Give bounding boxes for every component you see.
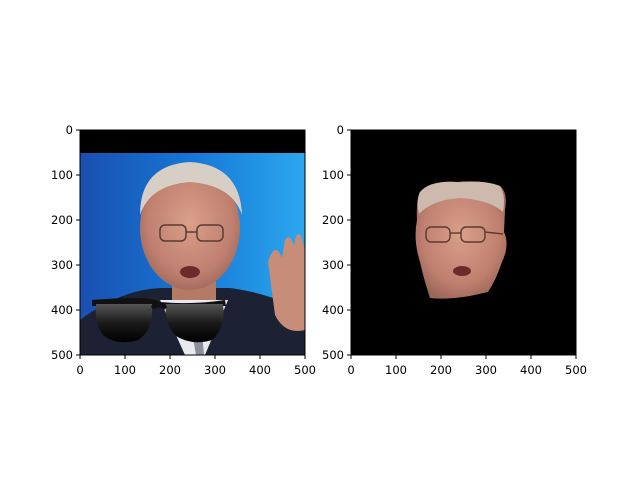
right-y-tick-label: 300 <box>322 258 344 272</box>
left-y-tick-label: 100 <box>51 168 73 182</box>
left-y-tick-label: 0 <box>66 123 73 137</box>
right-y-tick-label: 100 <box>322 168 344 182</box>
sunglasses-left-lens <box>95 304 153 343</box>
segmented-mouth <box>453 266 471 276</box>
left-y-tick-label: 500 <box>51 348 73 362</box>
left-y-tick-label: 200 <box>51 213 73 227</box>
left-x-tick-label: 100 <box>114 363 136 377</box>
right-x-tick-label: 400 <box>520 363 542 377</box>
sunglasses-overlay <box>92 297 226 343</box>
left-x-tick-label: 400 <box>249 363 271 377</box>
right-y-tick-label: 0 <box>337 123 344 137</box>
hair <box>140 162 242 215</box>
right-axes-frame <box>350 129 577 356</box>
segmented-eyeglasses <box>425 226 504 243</box>
left-image <box>80 130 305 355</box>
left-y-tick-label: 300 <box>51 258 73 272</box>
right-y-tick-label: 400 <box>322 303 344 317</box>
raised-hand <box>268 234 305 331</box>
right-x-tick-label: 300 <box>475 363 497 377</box>
left-x-tick-label: 500 <box>294 363 316 377</box>
segmented-face <box>415 181 507 299</box>
left-x-tick-label: 300 <box>204 363 226 377</box>
mouth <box>180 266 200 278</box>
right-y-tick-label: 500 <box>322 348 344 362</box>
sunglasses-frame <box>92 297 226 306</box>
left-x-tick-label: 200 <box>159 363 181 377</box>
right-x-tick-label: 100 <box>385 363 407 377</box>
eyeglasses <box>159 224 224 242</box>
right-x-tick-label: 0 <box>347 363 354 377</box>
left-x-tick-label: 0 <box>76 363 83 377</box>
right-image <box>351 130 576 355</box>
right-y-tick-label: 200 <box>322 213 344 227</box>
sunglasses-right-lens <box>165 304 224 343</box>
sunglasses-bridge <box>150 303 168 310</box>
face <box>140 166 240 290</box>
right-x-tick-label: 500 <box>565 363 587 377</box>
left-y-tick-label: 400 <box>51 303 73 317</box>
right-x-tick-label: 200 <box>430 363 452 377</box>
left-axes-frame <box>79 129 306 356</box>
segmented-forehead <box>417 181 504 214</box>
